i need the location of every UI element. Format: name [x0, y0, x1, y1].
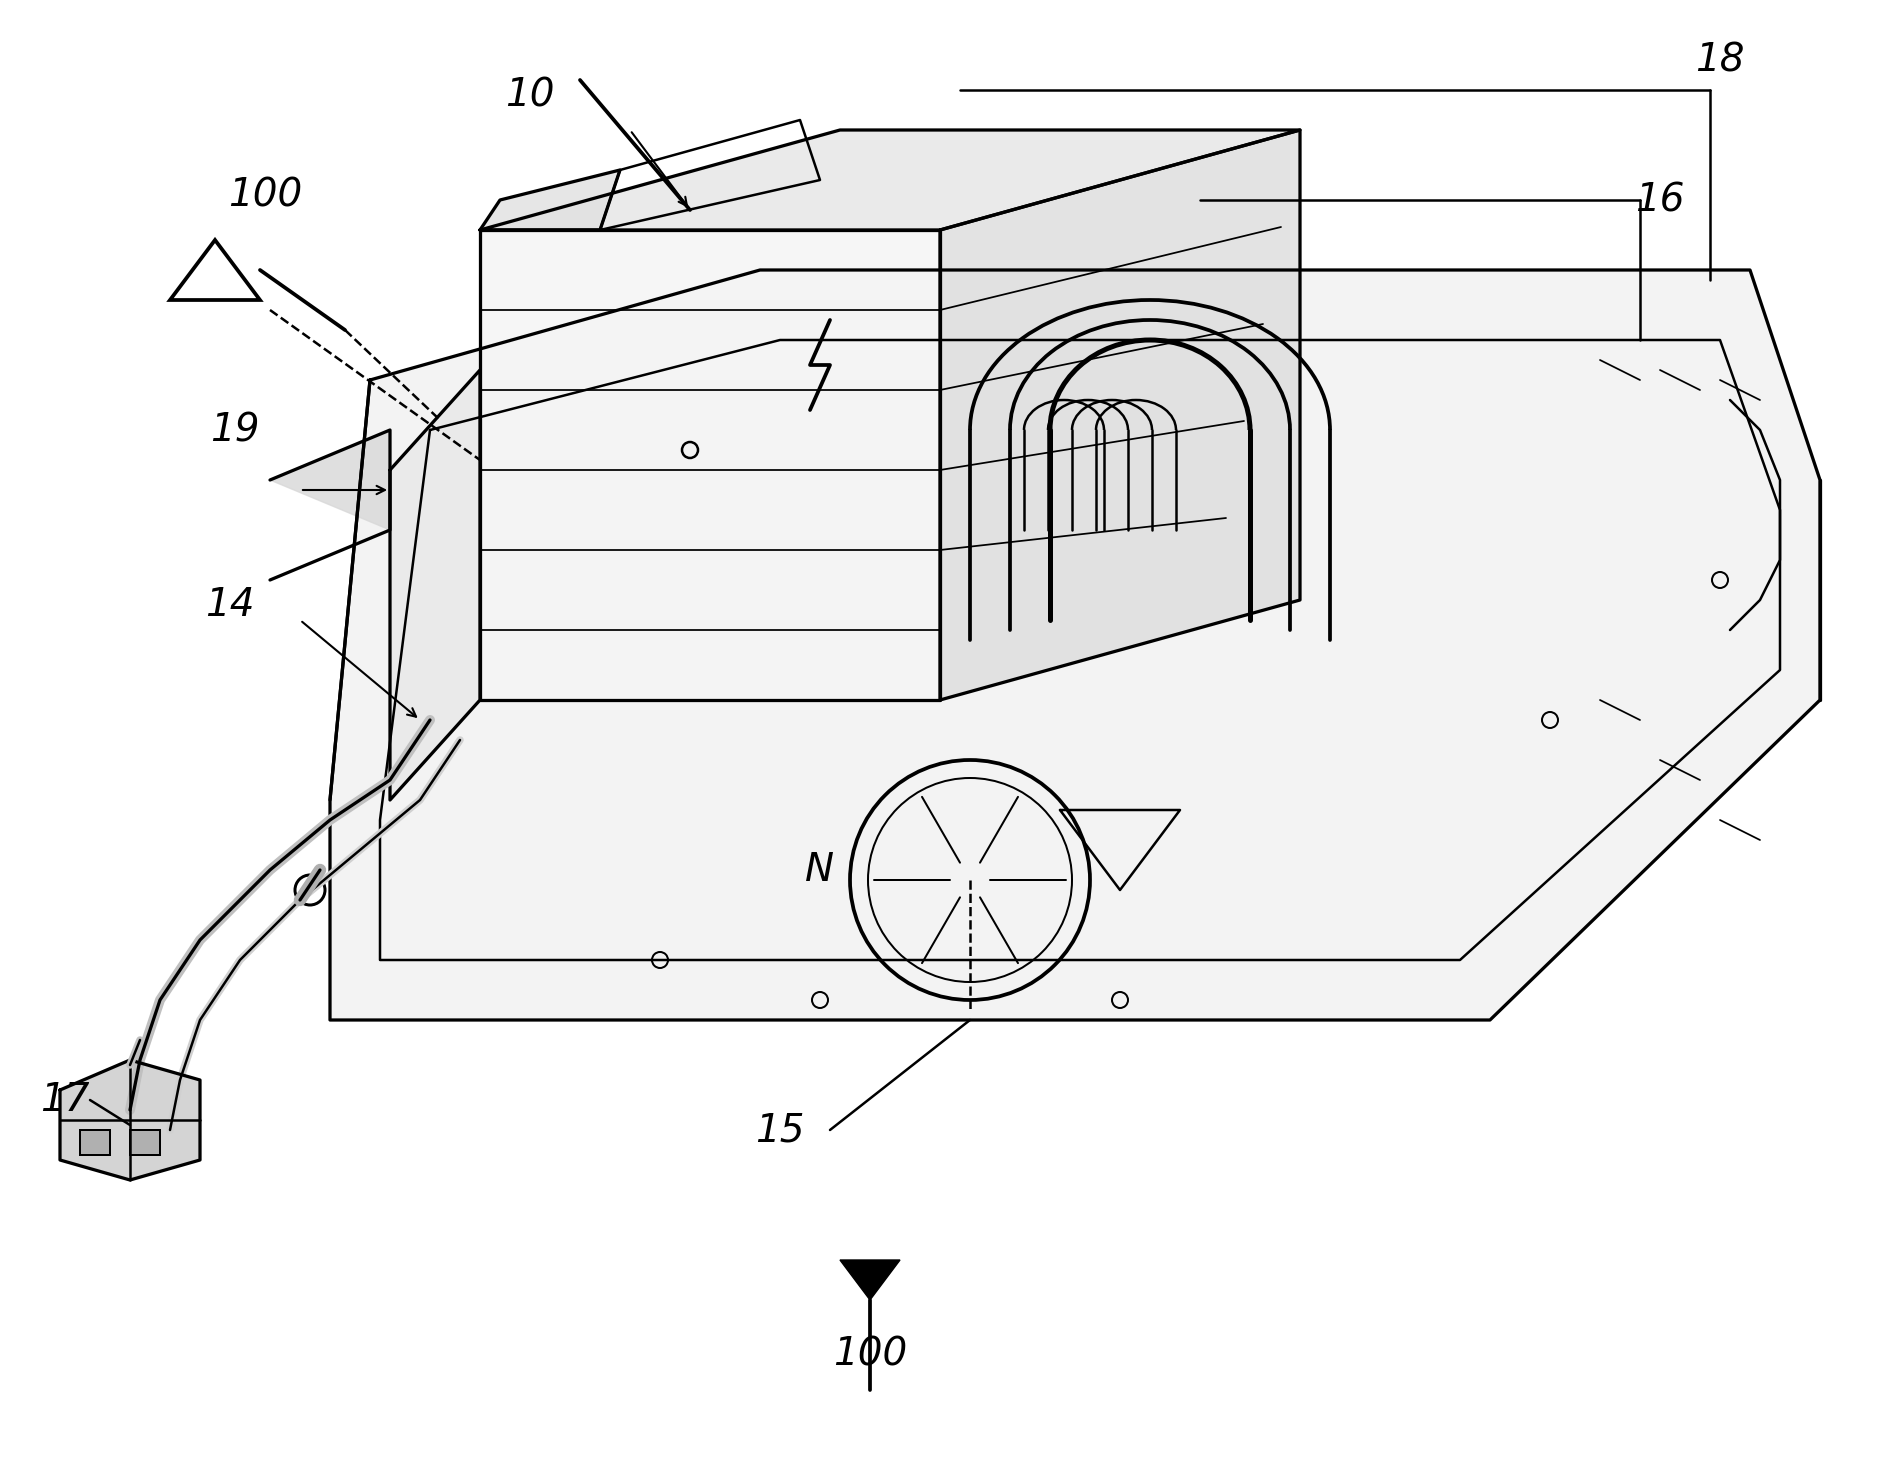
- Polygon shape: [270, 430, 389, 530]
- Polygon shape: [389, 370, 480, 800]
- Bar: [79, 1130, 110, 1155]
- Polygon shape: [480, 230, 939, 700]
- Text: N: N: [805, 851, 835, 889]
- Text: 10: 10: [504, 76, 555, 114]
- Polygon shape: [331, 270, 1819, 1020]
- Text: 15: 15: [756, 1111, 805, 1149]
- Polygon shape: [60, 1061, 200, 1179]
- Polygon shape: [839, 1260, 899, 1300]
- Text: 14: 14: [206, 585, 255, 623]
- Polygon shape: [939, 131, 1300, 700]
- Text: 100: 100: [833, 1336, 907, 1375]
- Text: 18: 18: [1694, 41, 1744, 79]
- Polygon shape: [480, 170, 620, 230]
- Text: 16: 16: [1634, 180, 1683, 219]
- Polygon shape: [480, 131, 1300, 230]
- Text: 100: 100: [229, 176, 302, 214]
- Text: 17: 17: [40, 1081, 89, 1119]
- Bar: [130, 1130, 161, 1155]
- Text: 19: 19: [210, 411, 259, 449]
